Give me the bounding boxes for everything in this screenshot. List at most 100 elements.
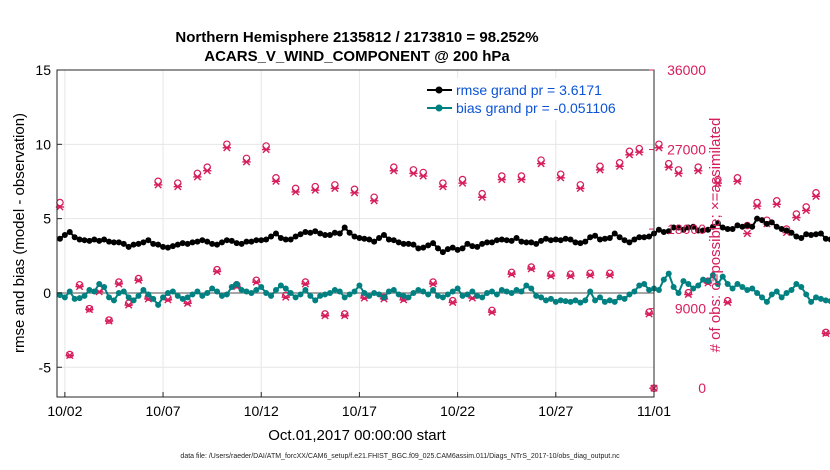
rmse-point-147 [778,226,785,233]
rmse-point-133 [709,223,716,230]
rmse-point-98 [538,237,545,244]
bias-point-155 [817,295,824,302]
bias-point-57 [336,288,343,295]
bias-point-19 [150,295,157,302]
rmse-point-132 [705,226,712,233]
bias-point-83 [464,291,471,298]
rmse-point-109 [592,232,599,239]
rmse-point-13 [120,240,127,247]
rmse-point-115 [621,237,628,244]
rmse-point-112 [606,234,613,241]
plot-frame [56,69,655,398]
rmse-point-49 [297,231,304,238]
rmse-point-102 [557,237,564,244]
bias-point-142 [754,289,761,296]
bias-point-70 [400,292,407,299]
rmse-point-100 [547,237,554,244]
rmse-point-96 [528,239,535,246]
rmse-point-20 [155,241,162,248]
bias-point-86 [479,294,486,301]
bias-point-54 [322,291,329,298]
rmse-point-89 [493,237,500,244]
bias-point-60 [351,288,358,295]
bias-point-154 [813,294,820,301]
legend-bias-marker [435,104,443,112]
rmse-point-28 [194,238,201,245]
rmse-point-75 [425,242,432,249]
right-tick-label-3: 9000 [675,301,706,317]
rmse-point-25 [179,240,186,247]
rmse-point-140 [744,222,751,229]
bias-point-151 [798,284,805,291]
bias-point-61 [356,282,363,289]
legend-bias-label: bias grand pr = -0.051106 [456,100,616,116]
bias-point-29 [199,292,206,299]
rmse-point-93 [513,234,520,241]
rmse-point-59 [346,229,353,236]
bias-point-23 [169,288,176,295]
obs-assimilated-point-10 [153,181,163,189]
obs-assimilated-point-76 [802,206,811,215]
rmse-point-83 [464,240,471,247]
bias-point-14 [125,294,132,301]
obs-assimilated-point-43 [478,193,487,201]
rmse-point-120 [646,233,653,240]
rmse-point-36 [233,240,240,247]
rmse-point-92 [508,237,515,244]
bias-point-80 [449,288,456,295]
bias-point-25 [179,295,186,302]
bias-point-34 [223,291,230,298]
obs-assimilated-point-45 [497,175,506,184]
bias-point-144 [763,298,770,305]
bias-point-58 [341,294,348,301]
obs-possible-point-44 [488,306,496,315]
x-axis-label: Oct.01,2017 00:00:00 start [268,427,446,444]
rmse-point-73 [415,245,422,252]
obs-assimilated-point-71 [752,202,762,210]
obs-assimilated-point-55 [595,166,605,174]
bias-point-152 [803,291,810,298]
bias-point-118 [636,282,643,289]
rmse-point-76 [430,240,437,247]
bias-point-157 [827,298,830,305]
rmse-point-68 [390,237,397,244]
rmse-point-71 [405,240,412,247]
rmse-point-88 [488,239,495,246]
bias-point-48 [292,294,299,301]
obs-assimilated-point-64 [684,290,693,299]
bias-point-128 [685,281,692,288]
rmse-point-2 [66,229,73,236]
x-tick-label-3: 10/17 [342,403,377,419]
bias-point-101 [552,298,559,305]
bias-point-119 [641,281,648,288]
obs-assimilated-point-56 [605,271,614,279]
bias-point-120 [646,286,653,293]
bias-point-55 [326,289,333,296]
obs-possible-point-3 [85,304,94,313]
bias-point-114 [616,294,623,301]
rmse-point-60 [351,233,358,240]
bias-point-136 [724,281,731,288]
rmse-point-141 [749,223,756,230]
obs-assimilated-point-32 [369,197,379,205]
rmse-point-42 [263,236,270,243]
bias-point-94 [518,288,525,295]
bias-point-72 [410,289,417,296]
rmse-point-129 [690,223,697,230]
legend-rmse-label: rmse grand pr = 3.6171 [456,82,602,98]
bias-point-113 [611,298,618,305]
rmse-point-57 [336,230,343,237]
rmse-point-123 [660,229,667,236]
obs-possible-point-64 [684,288,693,297]
rmse-point-152 [803,231,810,238]
obs-assimilated-point-5 [104,317,114,325]
rmse-point-106 [577,240,584,247]
rmse-point-87 [484,239,491,246]
bias-point-51 [307,292,314,299]
bias-point-32 [214,288,221,295]
bias-point-126 [675,289,682,296]
obs-assimilated-point-63 [674,169,683,178]
right-tick-label-2: 18000 [667,221,706,237]
x-tick-label-1: 10/07 [146,403,181,419]
bias-point-91 [503,288,510,295]
